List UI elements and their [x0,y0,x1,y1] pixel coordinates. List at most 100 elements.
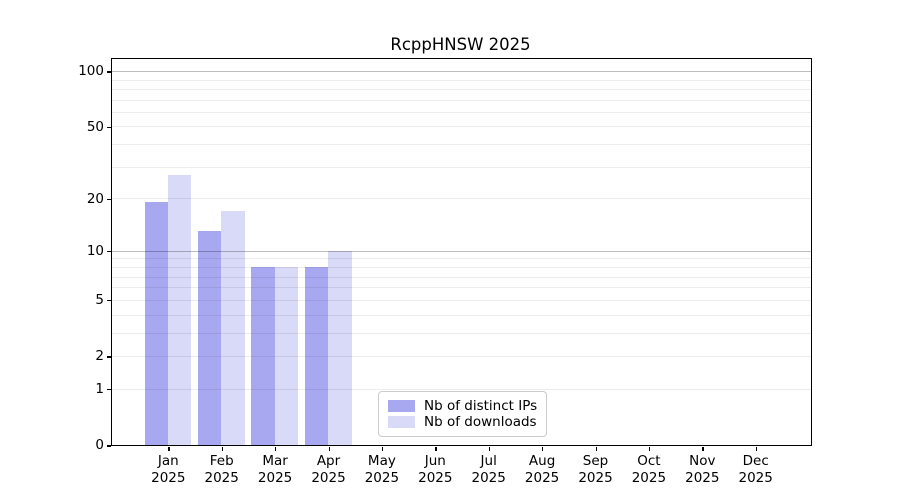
x-tick-year: 2025 [204,469,239,486]
x-tick-year: 2025 [471,469,506,486]
x-tick-year: 2025 [257,469,293,486]
x-tick-month: Mar [262,453,288,469]
bar-feb-downloads [221,210,245,445]
x-tick-jul [488,446,490,451]
y-tick-0 [107,445,112,447]
x-tick-year: 2025 [418,469,453,486]
x-tick-label-aug: Aug 2025 [512,453,572,486]
x-tick-label-jun: Jun 2025 [405,453,465,486]
x-tick-month: Nov [689,453,716,469]
x-tick-year: 2025 [524,469,560,486]
x-tick-month: Sep [582,453,609,469]
gridline-3 [112,332,811,334]
y-tick-5 [107,300,112,302]
x-tick-year: 2025 [311,469,346,486]
bar-jan-downloads [168,175,192,445]
x-tick-year: 2025 [631,469,667,486]
gridline-40 [112,144,811,146]
legend-item-distinct-ips: Nb of distinct IPs [388,398,538,414]
x-tick-label-jul: Jul 2025 [459,453,519,486]
x-tick-month: Jul [480,453,497,469]
chart-title: RcppHNSW 2025 [390,35,531,54]
x-tick-jan [168,446,170,451]
y-tick-label-0: 0 [95,437,104,454]
x-tick-aug [542,446,544,451]
x-tick-apr [328,446,330,451]
bar-mar-ips [251,266,275,445]
y-tick-10 [107,251,112,253]
y-tick-20 [107,198,112,200]
bar-mar-downloads [274,266,299,445]
legend-item-downloads: Nb of downloads [388,414,538,430]
gridline-1 [112,388,811,390]
y-tick-2 [107,356,112,358]
x-tick-feb [221,446,223,451]
grid-layer [112,59,811,445]
y-tick-100 [107,71,112,73]
x-tick-label-may: May 2025 [352,453,412,486]
gridline-30 [112,166,811,168]
x-tick-month: Oct [637,453,661,469]
y-tick-label-20: 20 [86,190,104,207]
gridline-4 [112,314,811,316]
x-tick-dec [755,446,757,451]
gridline-90 [112,79,811,81]
x-tick-label-sep: Sep 2025 [566,453,626,486]
legend-swatch-distinct-ips [388,400,415,412]
gridline-7 [112,276,811,278]
x-tick-year: 2025 [151,469,186,486]
gridline-2 [112,355,811,357]
legend-label-downloads: Nb of downloads [424,414,537,430]
legend-label-distinct-ips: Nb of distinct IPs [424,398,538,414]
y-tick-label-100: 100 [78,63,104,80]
x-tick-month: Aug [528,453,556,469]
gridline-100 [112,71,811,73]
x-tick-label-mar: Mar 2025 [245,453,305,486]
x-tick-sep [595,446,597,451]
x-tick-year: 2025 [578,469,613,486]
gridline-60 [112,111,811,113]
bar-feb-ips [198,231,222,445]
x-tick-nov [702,446,704,451]
gridline-70 [112,99,811,101]
gridline-80 [112,88,811,90]
y-tick-label-10: 10 [86,243,104,260]
x-tick-label-feb: Feb 2025 [192,453,252,486]
bar-apr-ips [304,266,329,445]
y-tick-label-1: 1 [95,381,104,398]
x-tick-month: Jun [424,453,446,469]
x-tick-oct [648,446,651,451]
y-tick-label-50: 50 [86,118,104,135]
plot-area [111,58,812,446]
x-tick-month: Dec [742,453,769,469]
x-tick-label-oct: Oct 2025 [619,453,679,486]
x-tick-month: May [367,453,396,469]
x-tick-month: Feb [209,453,234,469]
x-tick-label-apr: Apr 2025 [299,453,359,486]
x-tick-label-nov: Nov 2025 [672,453,732,486]
x-tick-label-jan: Jan 2025 [138,453,198,486]
bar-jan-ips [144,202,168,445]
gridline-9 [112,258,811,260]
x-tick-may [381,446,384,451]
x-tick-month: Apr [316,453,341,469]
gridline-20 [112,198,811,200]
gridline-10 [112,250,811,252]
bar-layer [112,59,811,445]
legend: Nb of distinct IPs Nb of downloads [378,391,547,437]
x-tick-month: Jan [157,453,179,469]
legend-swatch-downloads [388,416,415,428]
gridline-5 [112,299,811,301]
gridline-50 [112,126,811,128]
x-tick-jun [435,446,437,451]
gridline-8 [112,266,811,268]
x-tick-label-dec: Dec 2025 [726,453,786,486]
y-tick-1 [107,389,112,391]
x-tick-year: 2025 [364,469,400,486]
x-tick-year: 2025 [738,469,773,486]
bar-apr-downloads [328,250,352,445]
x-tick-mar [275,446,277,451]
y-tick-label-2: 2 [95,348,104,365]
y-tick-label-5: 5 [95,292,104,309]
